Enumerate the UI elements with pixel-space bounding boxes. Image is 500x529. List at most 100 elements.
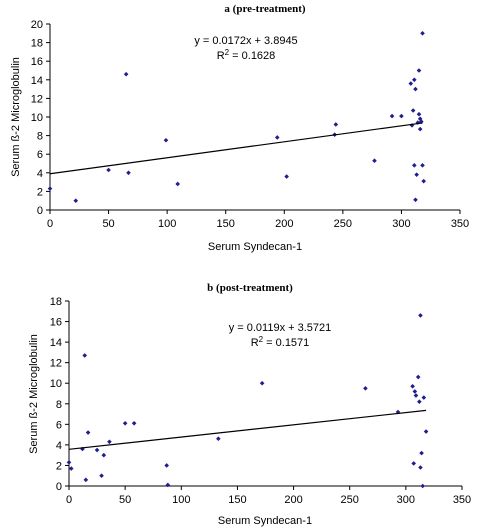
chart-a-xtick-label: 0 [47,218,53,230]
chart-panel-a: a (pre-treatment) 0 50 100 150 200 250 300 3500… [10,3,469,253]
chart-b-ytick-label: 4 [56,440,62,452]
chart-b-data-point [417,399,422,405]
chart-b-ticks: 0 50 100 150 200 250 300 350 0 2 4 6 8 10 12 14 16 18 [50,296,471,506]
chart-b-ytick-label: 14 [50,337,62,349]
chart-b-xtick-label: 250 [341,494,359,506]
chart-a-data-point [333,122,339,127]
chart-a-data-point [416,68,422,73]
chart-b-r-squared: R2 = 0.1571 [251,335,310,349]
chart-a-data-point [417,116,423,122]
chart-a-data-point [412,163,417,168]
chart-a-ytick-label: 18 [31,38,43,50]
chart-a-data-point [389,113,395,119]
chart-a-data-point [420,31,425,36]
chart-b-points [66,313,429,489]
chart-a-ytick-label: 14 [31,75,43,87]
chart-a-xtick-label: 300 [392,218,410,230]
chart-a-ytick-label: 8 [37,131,43,143]
chart-a-ytick-label: 20 [31,19,43,31]
chart-a-ytick-label: 2 [37,186,43,198]
chart-a-data-point [416,111,422,117]
chart-b-equation: y = 0.0119x + 3.5721 [229,322,332,334]
chart-b-data-point [99,473,104,479]
chart-a-data-point [421,178,426,184]
chart-a-data-point [274,135,280,140]
chart-a-data-point [414,172,419,177]
chart-a-ytick-label: 0 [37,205,43,217]
chart-b-xtick-label: 200 [284,494,302,506]
chart-b-data-point [411,461,417,466]
chart-b-data-point [94,447,100,453]
chart-b-ylabel: Serum ß-2 Microglobulin [28,334,40,454]
chart-a-xtick-label: 50 [102,218,114,230]
chart-b-ytick-label: 12 [50,358,62,370]
chart-a-data-point [417,126,423,132]
chart-b-ytick-label: 10 [50,378,62,390]
chart-b-data-point [419,450,424,456]
chart-a-xtick-label: 200 [275,218,293,230]
chart-a-data-point [413,197,418,203]
chart-a-r-squared: R2 = 0.1628 [217,48,276,62]
chart-a-trendline [49,122,423,175]
chart-b-title: b (post-treatment) [207,282,293,294]
chart-b-data-point [164,463,169,468]
chart-a-ytick-label: 6 [37,149,43,161]
chart-b-xtick-label: 350 [453,494,471,506]
chart-b-data-point [216,436,221,442]
chart-b-data-point [131,421,137,426]
chart-a-data-point [420,163,425,168]
chart-b-data-point [420,483,425,489]
chart-b-ytick-label: 0 [56,481,62,493]
chart-a-ytick-label: 10 [31,112,43,124]
chart-a-data-point [126,170,131,176]
chart-b-ytick-label: 18 [50,296,62,308]
chart-b-data-point [259,380,265,386]
chart-b-data-point [363,386,368,391]
chart-b-data-point [418,465,423,470]
chart-a-data-point [410,108,416,113]
chart-b-xlabel: Serum Syndecan-1 [218,515,312,527]
chart-a-xtick-label: 100 [158,218,176,230]
chart-a-ytick-label: 4 [37,168,43,180]
chart-b-xtick-label: 50 [119,494,131,506]
chart-a-data-point [123,71,129,77]
chart-a-data-point [372,158,377,164]
chart-a-r2-prefix: R [217,50,225,62]
chart-a-ticks: 0 50 100 150 200 250 300 350 0 2 4 6 8 10 12 14 16 18 20 [31,19,469,230]
chart-b-ytick-label: 6 [56,419,62,431]
chart-b-data-point [68,466,74,471]
chart-b-ytick-label: 8 [56,399,62,411]
chart-b-data-point [418,313,423,318]
chart-b-r2-value: = 0.1571 [263,337,309,349]
chart-b-ytick-label: 2 [56,460,62,472]
chart-b-data-point [83,477,89,483]
chart-a-r2-value: = 0.1628 [229,50,275,62]
chart-b-data-point [85,430,91,435]
chart-a-equation: y = 0.0172x + 3.8945 [194,35,297,47]
chart-b-data-point [66,460,72,465]
chart-b-xtick-label: 0 [66,494,72,506]
chart-b-data-point [107,439,112,445]
chart-b-data-point [412,389,418,394]
chart-b-data-point [122,421,128,426]
chart-b-data-point [423,429,429,434]
chart-b-ytick-label: 16 [50,317,62,329]
chart-a-data-point [413,86,418,92]
chart-a-r2-sup: 2 [225,48,230,57]
chart-a-data-point [175,181,180,187]
chart-a-data-point [412,77,417,83]
chart-b-axes [68,301,462,487]
chart-b-data-point [82,353,88,358]
chart-b-xtick-label: 150 [228,494,246,506]
chart-a-ytick-label: 16 [31,56,43,68]
chart-a-xlabel: Serum Syndecan-1 [208,241,302,253]
chart-a-ylabel: Serum ß-2 Microglobulin [10,57,22,177]
chart-b-data-point [410,384,415,389]
chart-a-data-point [399,113,404,119]
chart-b-data-point [415,374,421,380]
chart-a-data-point [47,186,53,191]
chart-b-data-point [421,395,427,400]
chart-b-trendline [68,409,427,450]
chart-a-ytick-label: 12 [31,93,43,105]
